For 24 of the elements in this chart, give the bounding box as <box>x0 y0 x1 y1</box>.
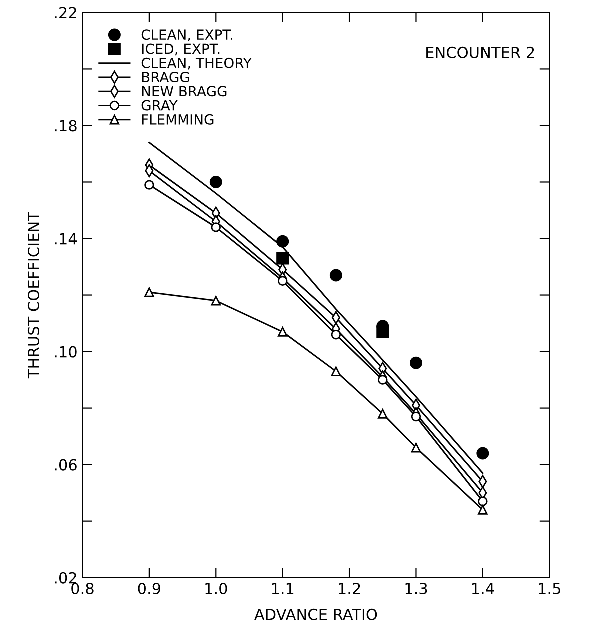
x-tick-label: 1.0 <box>206 582 228 595</box>
legend-label: ICED, EXPT. <box>142 44 220 56</box>
x-tick-label: 1.2 <box>339 582 360 594</box>
legend-label: FLEMMING <box>142 114 214 125</box>
y-tick-label: .14 <box>55 233 78 245</box>
x-tick-label: 1.1 <box>272 583 294 594</box>
y-axis-title: THRUST COEFFICIENT <box>28 212 40 379</box>
x-axis-title: ADVANCE RATIO <box>254 608 378 620</box>
legend-label: NEW BRAGG <box>142 86 227 97</box>
y-tick-label: .10 <box>55 346 77 358</box>
x-tick-label: 0.9 <box>138 582 161 595</box>
x-tick-label: 0.8 <box>72 582 94 595</box>
x-tick-label: 1.3 <box>406 582 428 595</box>
legend-label: CLEAN, EXPT. <box>142 30 232 42</box>
y-tick-label: .06 <box>55 459 77 471</box>
x-tick-label: 1.5 <box>539 583 560 595</box>
annotation: ENCOUNTER 2 <box>426 46 534 58</box>
y-tick-label: .18 <box>55 120 77 132</box>
legend-label: GRAY <box>142 100 178 111</box>
y-tick-label: .22 <box>55 7 76 19</box>
legend-label: CLEAN, THEORY <box>142 58 252 70</box>
legend-label: BRAGG <box>142 72 190 83</box>
y-tick-label: .02 <box>55 572 76 584</box>
x-tick-label: 1.4 <box>472 583 494 594</box>
